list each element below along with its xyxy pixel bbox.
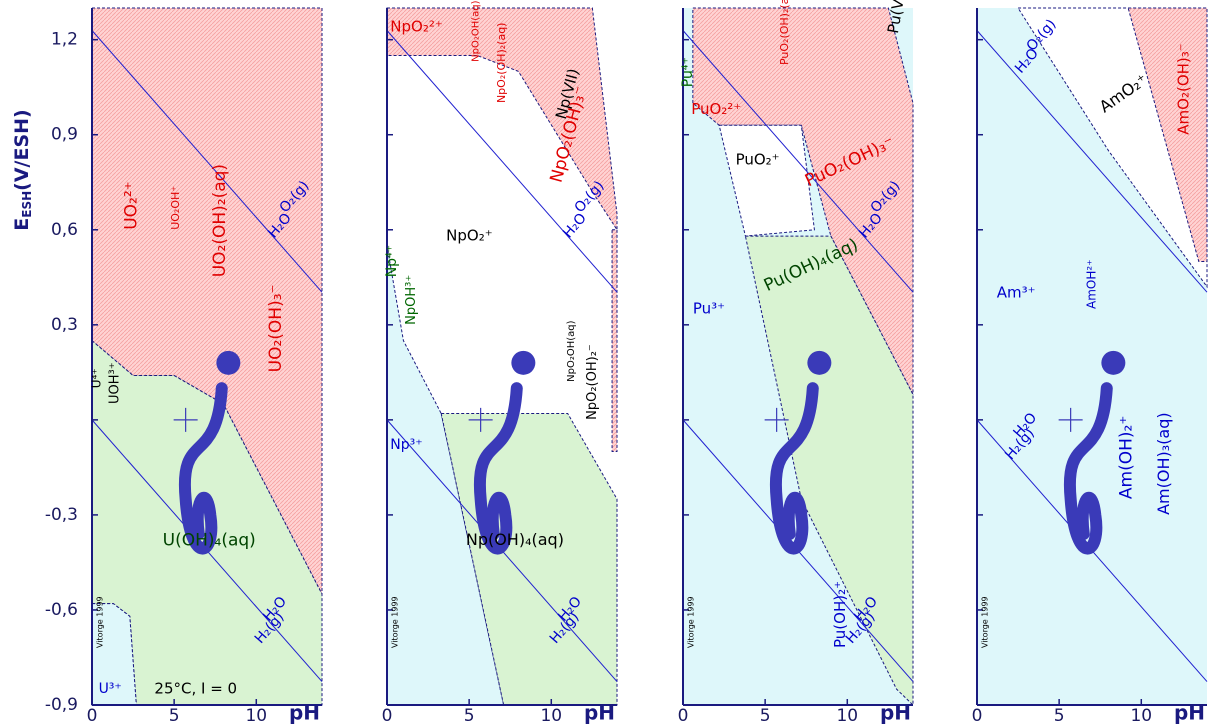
region-hatch xyxy=(612,229,617,452)
x-axis-label: pH xyxy=(1174,701,1205,725)
region xyxy=(387,245,504,705)
species-label: NpO₂(OH)₂(aq) xyxy=(495,23,508,104)
species-label: UOH³⁺ xyxy=(108,362,123,404)
species-label: NpO₂(OH)₂⁻ xyxy=(585,344,600,420)
y-label-main: E xyxy=(11,218,33,231)
x-tick-label: 10 xyxy=(245,706,267,726)
logo-dot xyxy=(807,350,832,375)
x-tick-label: 0 xyxy=(972,706,983,726)
species-label: PuO₂⁺ xyxy=(736,151,780,169)
x-axis-label: pH xyxy=(584,701,615,725)
water-line xyxy=(682,30,914,293)
y-tick-label: 1,2 xyxy=(51,30,78,50)
x-tick-label: 5 xyxy=(169,706,180,726)
x-tick-label: 0 xyxy=(678,706,689,726)
species-label: NpO₂⁺ xyxy=(446,227,492,245)
species-label: AmO₂(OH)₃⁻ xyxy=(1175,43,1193,134)
region-hatch xyxy=(1128,8,1207,262)
x-axis-label: pH xyxy=(289,701,320,725)
species-label: Np³⁺ xyxy=(390,437,422,453)
x-tick-label: 5 xyxy=(1054,706,1065,726)
region-boundary xyxy=(611,229,618,453)
species-label: PuO₂(OH)₂(aq) xyxy=(778,0,791,65)
region-hatch xyxy=(92,8,322,595)
region-hatch xyxy=(387,8,617,230)
species-label: NpO₂²⁺ xyxy=(390,18,443,36)
logo-spiral xyxy=(769,382,819,555)
species-label: UO₂²⁺ xyxy=(121,181,141,229)
species-label: Vitorge 1999 xyxy=(981,596,990,648)
logo-cross xyxy=(173,407,198,432)
logo-cross xyxy=(764,407,789,432)
logo-spiral xyxy=(1063,382,1113,555)
species-label: NpO₂OH(aq) xyxy=(566,320,577,381)
region-boundary xyxy=(1127,7,1208,262)
x-axis-label: pH xyxy=(880,701,911,725)
species-label: UO₂OH⁺ xyxy=(169,186,182,230)
species-label: NpOH³⁺ xyxy=(404,275,419,325)
logo-dot xyxy=(216,350,241,375)
panel: -0,9 -0,6 -0,3 0,3 0,6 0,9 1,2 0 5 10 pH UO₂²⁺ UO₂OH… xyxy=(45,7,323,726)
logo-dot xyxy=(1101,350,1126,375)
logo-cross xyxy=(1058,407,1083,432)
region-boundary xyxy=(718,124,815,237)
x-tick-label: 0 xyxy=(87,706,98,726)
y-tick-label: -0,6 xyxy=(45,600,78,620)
y-tick-label: 0,6 xyxy=(51,220,78,240)
species-label: Vitorge 1999 xyxy=(687,596,696,648)
region-boundary xyxy=(440,413,618,706)
x-tick-label: 10 xyxy=(1130,706,1152,726)
region xyxy=(92,603,137,705)
species-label: Pu³⁺ xyxy=(693,299,725,317)
species-label: AmOH²⁺ xyxy=(1085,259,1099,309)
x-tick-label: 0 xyxy=(382,706,393,726)
logo-dot xyxy=(511,350,536,375)
y-tick-label: 0,9 xyxy=(51,125,78,145)
logo-spiral xyxy=(178,382,228,555)
water-line xyxy=(91,30,323,293)
species-label: Am³⁺ xyxy=(997,284,1036,302)
species-label: PuO₂²⁺ xyxy=(691,100,741,118)
species-label: UO₂(OH)₂(aq) xyxy=(210,164,230,277)
y-tick-label: -0,3 xyxy=(45,505,78,525)
species-label: U(OH)₄(aq) xyxy=(163,530,256,550)
logo-cross xyxy=(468,407,493,432)
species-label: U³⁺ xyxy=(99,681,122,697)
species-label: NpO₂OH(aq) xyxy=(471,0,482,61)
y-label-rest: (V/ESH) xyxy=(11,109,33,191)
species-label: U⁴⁺ xyxy=(89,368,103,388)
region-boundary xyxy=(744,235,914,707)
water-line xyxy=(386,30,618,293)
species-label: Am(OH)₃(aq) xyxy=(1154,412,1173,515)
x-tick-label: 5 xyxy=(760,706,771,726)
species-label: Np⁴⁺ xyxy=(384,245,400,277)
species-label: Np(OH)₄(aq) xyxy=(466,530,564,549)
species-label: UO₂(OH)₃⁻ xyxy=(266,284,286,372)
x-tick-label: 10 xyxy=(540,706,562,726)
y-axis-label: EESH(V/ESH) xyxy=(11,109,34,230)
species-label: Pu(OH)₂⁺ xyxy=(831,581,849,648)
species-label: Pu⁴⁺ xyxy=(680,57,696,87)
region xyxy=(745,236,913,706)
logo-spiral xyxy=(473,382,523,555)
species-label: Vitorge 1999 xyxy=(391,596,400,648)
water-line xyxy=(976,30,1208,293)
region-boundary xyxy=(91,7,323,595)
x-tick-label: 5 xyxy=(464,706,475,726)
species-label: 25°C, I = 0 xyxy=(154,680,237,698)
y-tick-label: -0,9 xyxy=(45,695,78,715)
species-label: Am(OH)₂⁺ xyxy=(1117,416,1137,499)
y-tick-label: 0,3 xyxy=(51,315,78,335)
species-label: Vitorge 1999 xyxy=(96,596,105,648)
y-label-sub: ESH xyxy=(20,191,34,218)
x-tick-label: 10 xyxy=(836,706,858,726)
